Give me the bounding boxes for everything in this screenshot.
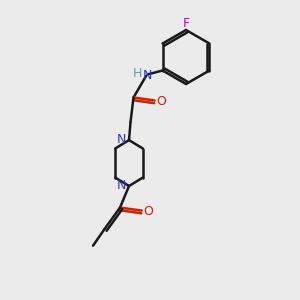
Text: N: N: [143, 69, 152, 82]
Text: N: N: [117, 179, 126, 192]
Text: F: F: [182, 17, 190, 30]
Text: H: H: [133, 67, 142, 80]
Text: N: N: [117, 133, 126, 146]
Text: O: O: [156, 94, 166, 108]
Text: O: O: [143, 205, 153, 218]
